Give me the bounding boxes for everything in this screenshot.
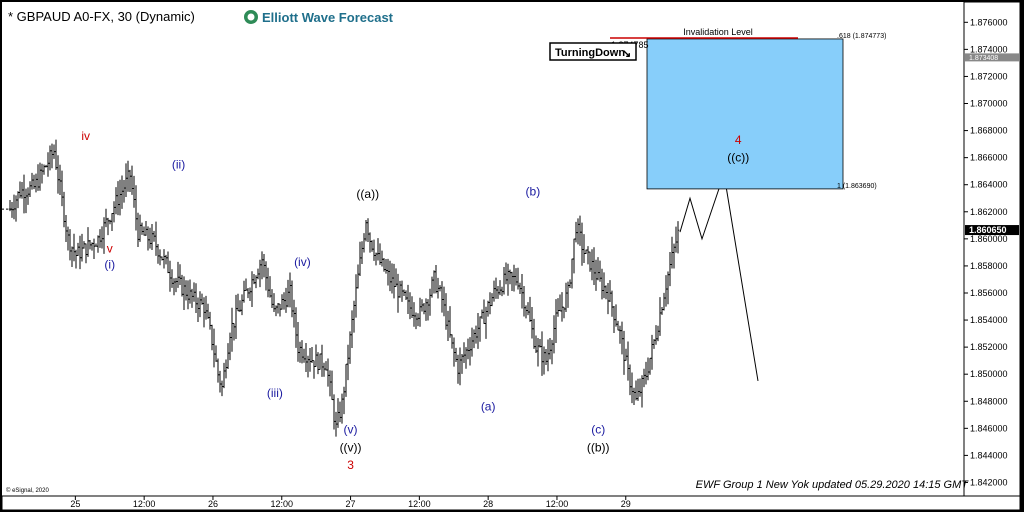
fib-top-label: .618 (1.874773) [837, 33, 886, 40]
wave-label: (i) [104, 258, 115, 272]
wave-label: ((c)) [727, 151, 749, 165]
logo-inner-icon [247, 13, 255, 21]
y-tick-label: 1.858000 [970, 261, 1008, 271]
wave-label: (v) [344, 423, 358, 437]
y-tick-label: 1.842000 [970, 477, 1008, 487]
time-axis [1, 495, 1021, 511]
projection-line [679, 173, 759, 382]
secondary-price-value: 1.873408 [969, 55, 998, 62]
wave-label: (ii) [172, 157, 185, 171]
y-axis-ticks: 1.876000 1.874000 1.872000 1.870000 1.868000… [964, 17, 1008, 487]
wave-label: (iv) [294, 255, 311, 269]
wave-label: 3 [347, 458, 354, 472]
arrow-down-icon: ↘ [622, 48, 631, 60]
copyright: © eSignal, 2020 [6, 487, 49, 494]
wave-label: ((v)) [340, 440, 362, 454]
x-tick-label: 12:00 [270, 499, 293, 509]
last-price-value: 1.860650 [969, 225, 1007, 235]
plot-background [2, 2, 1020, 496]
chart-title: * GBPAUD A0-FX, 30 (Dynamic) [8, 9, 195, 24]
x-tick-label: 12:00 [408, 499, 431, 509]
y-tick-label: 1.872000 [970, 71, 1008, 81]
x-tick-label: 12:00 [546, 499, 569, 509]
y-tick-label: 1.846000 [970, 423, 1008, 433]
last-price-tag: 1.860650 1.873408 [965, 53, 1019, 236]
price-axis [963, 1, 1021, 497]
y-tick-label: 1.870000 [970, 99, 1008, 109]
wave-label: v [107, 241, 113, 255]
projection-path [679, 173, 759, 382]
update-footer: EWF Group 1 New Yok updated 05.29.2020 1… [696, 479, 970, 491]
x-tick-label: 12:00 [133, 499, 156, 509]
x-tick-label: 25 [70, 499, 80, 509]
x-tick-label: 26 [208, 499, 218, 509]
y-tick-label: 1.860000 [970, 234, 1008, 244]
y-tick-label: 1.866000 [970, 153, 1008, 163]
y-tick-label: 1.856000 [970, 288, 1008, 298]
y-tick-label: 1.874000 [970, 44, 1008, 54]
y-tick-label: 1.876000 [970, 17, 1008, 27]
y-tick-label: 1.844000 [970, 450, 1008, 460]
wave-label: 4 [735, 133, 742, 147]
wave-label: ((a)) [356, 187, 379, 201]
y-tick-label: 1.850000 [970, 369, 1008, 379]
wave-label: (b) [526, 185, 541, 199]
y-tick-label: 1.868000 [970, 126, 1008, 136]
wave-label: iv [81, 129, 90, 143]
invalidation-box-group: Invalidation Level 1.874785 .618 (1.8747… [610, 27, 886, 190]
brand-logo: Elliott Wave Forecast [244, 10, 394, 25]
x-tick-label: 28 [483, 499, 493, 509]
turning-down-badge: TurningDown ↘ [549, 42, 637, 61]
fib-bottom-label: 1 (1.863690) [837, 183, 877, 190]
y-tick-label: 1.864000 [970, 180, 1008, 190]
ohlc-bars [2, 139, 680, 437]
x-tick-label: 27 [346, 499, 356, 509]
wave-label: (c) [591, 423, 605, 437]
y-tick-label: 1.854000 [970, 315, 1008, 325]
x-tick-label: 29 [621, 499, 631, 509]
wave-label: ((b)) [587, 440, 610, 454]
invalidation-label: Invalidation Level [683, 27, 753, 37]
wave-label: (iii) [267, 386, 283, 400]
y-tick-label: 1.848000 [970, 396, 1008, 406]
y-tick-label: 1.852000 [970, 342, 1008, 352]
y-tick-label: 1.862000 [970, 207, 1008, 217]
wave-labels: iv v (i) (ii) (iii) (iv) (v) ((v)) 3 ((a)) (a) (b) (… [81, 129, 749, 472]
brand-name: Elliott Wave Forecast [262, 10, 394, 25]
x-axis-ticks: 25 12:00 26 12:00 27 12:00 28 12:00 29 [70, 496, 631, 509]
wave-label: (a) [481, 400, 496, 414]
turning-down-label: TurningDown [555, 47, 625, 59]
invalidation-box [646, 38, 844, 190]
